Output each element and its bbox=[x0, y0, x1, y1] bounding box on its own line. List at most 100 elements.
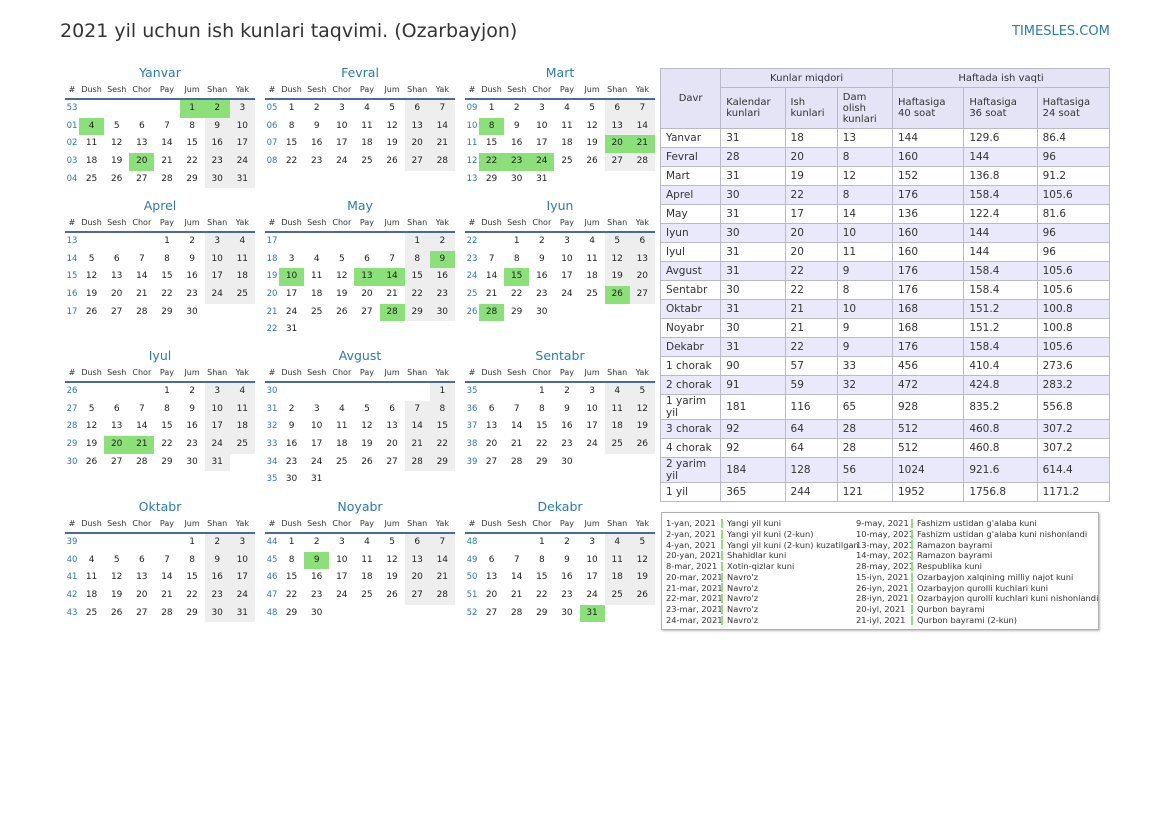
day-cell: 7 bbox=[513, 403, 520, 414]
month-iyul: Iyul # Dush Sesh Chor Pay Jum Shan Yak 26 1 2 3 4 27 5 6… bbox=[65, 347, 255, 472]
day-cell: 2 bbox=[189, 236, 195, 246]
day-cell: 20 bbox=[485, 439, 498, 450]
day-cell: 21 bbox=[136, 289, 148, 300]
holiday-name: Yangi yil kuni (2-kun) kuzatilgan bbox=[727, 539, 859, 550]
day-cell bbox=[304, 383, 329, 401]
month-mart: Mart # Dush Sesh Chor Pay Jum Shan Yak 09 1 2 3 4 5 6 7 1… bbox=[465, 64, 655, 188]
day-cell: 22 bbox=[161, 439, 173, 450]
day-cell bbox=[329, 383, 354, 401]
day-cell: 23 bbox=[204, 587, 230, 605]
value-cell: 1171.2 bbox=[1036, 482, 1111, 502]
table-row: 4 chorak 92 64 28 512 460.8 307.2 bbox=[659, 438, 1111, 458]
day-cell: 3 bbox=[538, 103, 545, 113]
value-cell: 168 bbox=[891, 318, 965, 338]
value-cell: 9 bbox=[836, 337, 894, 357]
day-cell: 11 bbox=[361, 554, 373, 565]
day-cell: 29 bbox=[186, 607, 198, 618]
day-cell bbox=[354, 321, 379, 339]
value-cell: 184 bbox=[720, 457, 786, 483]
value-cell: 122.4 bbox=[963, 204, 1038, 224]
day-cell: 20 bbox=[104, 436, 130, 454]
day-cell: 19 bbox=[336, 289, 348, 300]
day-cell: 12 bbox=[386, 120, 398, 131]
month-name: Noyabr bbox=[337, 499, 383, 514]
day-cell: 12 bbox=[629, 551, 655, 570]
value-cell: 176 bbox=[891, 261, 965, 281]
day-cell: 18 bbox=[561, 138, 573, 149]
table-row: 3 chorak 92 64 28 512 460.8 307.2 bbox=[659, 419, 1111, 439]
month-name: Yanvar bbox=[139, 65, 181, 80]
day-cell bbox=[104, 100, 129, 118]
day-cell: 29 bbox=[536, 607, 548, 618]
weekday-label: Yak bbox=[235, 519, 249, 528]
day-cell: 13 bbox=[404, 117, 430, 136]
weekday-label: Chor bbox=[132, 368, 152, 377]
weekday-label: Dush bbox=[281, 519, 302, 528]
holiday-item: 10-may, 2021 Fashizm ustidan g'alaba kuni… bbox=[856, 529, 1098, 540]
day-cell: 3 bbox=[338, 103, 345, 113]
weekday-label: Jum bbox=[184, 85, 200, 94]
day-cell: 26 bbox=[110, 173, 123, 184]
value-cell: 160 bbox=[891, 147, 965, 167]
day-cell bbox=[504, 534, 529, 552]
value-cell: 92 bbox=[720, 438, 786, 458]
week-row: 31 2 3 4 5 6 7 8 bbox=[265, 400, 455, 419]
holiday-legend-left: 1-yan, 2021 Yangi yil kuni 2-yan, 2021 Yang… bbox=[666, 518, 859, 626]
holiday-date: 9-may, 2021 bbox=[856, 518, 909, 528]
value-cell: 13 bbox=[836, 128, 894, 148]
day-cell: 29 bbox=[429, 453, 455, 472]
holiday-item: 15-iyn, 2021 Ozarbayjon xalqining milliy … bbox=[856, 572, 1098, 583]
week-number: 34 bbox=[266, 456, 278, 467]
day-cell: 8 bbox=[189, 554, 195, 565]
weekday-label: Sesh bbox=[307, 368, 327, 377]
weekday-label: Yak bbox=[435, 368, 449, 377]
table-row: 2 yarim yil 184 128 56 1024 921.6 614.4 bbox=[659, 457, 1111, 483]
day-cell: 13 bbox=[110, 271, 123, 282]
week-number: 22 bbox=[466, 236, 478, 246]
weekday-label: Yak bbox=[435, 519, 449, 528]
week-number: 22 bbox=[266, 324, 278, 335]
value-cell: 17 bbox=[784, 204, 838, 224]
weekday-label: Chor bbox=[532, 85, 552, 94]
weekday-label: # bbox=[68, 519, 76, 528]
day-cell: 3 bbox=[338, 537, 345, 547]
day-cell: 23 bbox=[429, 286, 455, 304]
value-cell: 151.2 bbox=[963, 299, 1038, 319]
value-cell: 31 bbox=[720, 261, 786, 281]
week-number: 31 bbox=[266, 403, 278, 414]
value-cell: 28 bbox=[720, 147, 786, 167]
week-row: 36 6 7 8 9 10 11 12 bbox=[465, 400, 655, 419]
week-number: 11 bbox=[466, 138, 478, 149]
day-cell: 29 bbox=[536, 456, 548, 467]
table-row: 1 yil 365 244 121 1952 1756.8 1171.2 bbox=[659, 482, 1111, 502]
day-cell: 31 bbox=[310, 474, 323, 485]
value-cell: 1756.8 bbox=[963, 482, 1038, 502]
weekday-label: Pay bbox=[559, 218, 574, 227]
day-cell: 20 bbox=[136, 590, 148, 601]
weekday-label: Chor bbox=[332, 218, 352, 227]
weekday-label: Shan bbox=[207, 368, 228, 377]
day-cell bbox=[380, 471, 405, 489]
value-cell: 168 bbox=[891, 299, 965, 319]
holiday-marker bbox=[721, 594, 723, 604]
value-cell: 64 bbox=[784, 438, 838, 458]
weekday-label: Chor bbox=[332, 85, 352, 94]
value-cell: 244 bbox=[784, 482, 838, 502]
week-row: 20 17 18 19 20 21 22 23 bbox=[265, 286, 455, 304]
brand-link[interactable]: TIMESLES.COM bbox=[1012, 24, 1110, 39]
day-cell bbox=[430, 321, 455, 339]
week-row: 08 22 23 24 25 26 27 28 bbox=[265, 153, 455, 171]
day-cell: 28 bbox=[161, 607, 173, 618]
day-cell: 9 bbox=[313, 120, 320, 131]
week-row: 47 22 23 24 25 26 27 28 bbox=[265, 587, 455, 605]
day-cell: 8 bbox=[164, 253, 170, 264]
period-cell: Fevral bbox=[659, 147, 722, 167]
day-cell: 1 bbox=[164, 236, 170, 246]
weekday-label: Chor bbox=[532, 519, 552, 528]
value-cell: 81.6 bbox=[1036, 204, 1111, 224]
holiday-name: Navro'z bbox=[727, 593, 759, 604]
week-number: 50 bbox=[466, 572, 478, 583]
day-cell: 14 bbox=[510, 572, 523, 583]
week-number: 53 bbox=[66, 103, 78, 113]
week-row: 35 1 2 3 4 5 bbox=[465, 383, 655, 401]
